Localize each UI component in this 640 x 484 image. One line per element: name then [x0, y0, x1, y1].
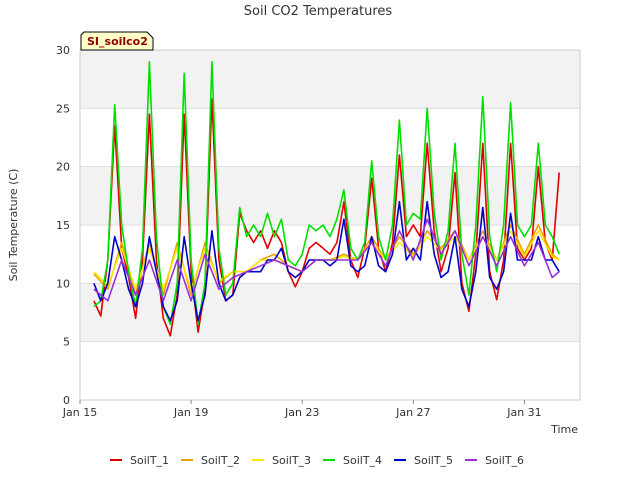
plot-band [80, 341, 580, 400]
x-tick-label: Jan 31 [506, 406, 541, 419]
y-axis-ticks: 0 5 10 15 20 25 30 [56, 44, 70, 407]
y-tick-label: 30 [56, 44, 70, 57]
site-label-box: SI_soilco2 [80, 31, 154, 51]
y-axis-label: Soil Temperature (C) [7, 169, 20, 282]
plot-frame [79, 49, 581, 401]
chart-title: Soil CO2 Temperatures [244, 4, 393, 19]
legend-label: SoilT_5 [414, 454, 453, 467]
legend-label: SoilT_4 [343, 454, 382, 467]
plot-band [80, 108, 580, 167]
legend: SoilT_1 SoilT_2 SoilT_3 SoilT_4 SoilT_5 SoilT… [110, 454, 524, 467]
series-group [93, 60, 560, 337]
y-tick-label: 15 [56, 219, 70, 232]
x-tick-label: Jan 15 [62, 406, 97, 419]
legend-label: SoilT_3 [272, 454, 311, 467]
plot-background [80, 50, 580, 400]
legend-label: SoilT_1 [130, 454, 169, 467]
x-axis-label: Time [550, 423, 578, 436]
site-label-tag [80, 31, 154, 51]
x-tick-label: Jan 23 [284, 406, 319, 419]
legend-label: SoilT_6 [485, 454, 524, 467]
plot-band [80, 283, 580, 342]
y-tick-label: 10 [56, 277, 70, 290]
y-tick-label: 20 [56, 161, 70, 174]
plot-band [80, 50, 580, 109]
series-line-soilt-1 [93, 98, 560, 337]
y-tick-label: 0 [63, 394, 70, 407]
y-tick-label: 5 [63, 336, 70, 349]
site-label: SI_soilco2 [87, 35, 148, 48]
series-line-soilt-5 [93, 200, 560, 322]
x-tick-label: Jan 19 [173, 406, 208, 419]
y-tick-label: 25 [56, 102, 70, 115]
plot-band [80, 166, 580, 225]
x-axis-ticks: Jan 15 Jan 19 Jan 23 Jan 27 Jan 31 [62, 400, 542, 419]
series-line-soilt-6 [93, 218, 560, 302]
legend-label: SoilT_2 [201, 454, 240, 467]
x-tick-label: Jan 27 [395, 406, 430, 419]
